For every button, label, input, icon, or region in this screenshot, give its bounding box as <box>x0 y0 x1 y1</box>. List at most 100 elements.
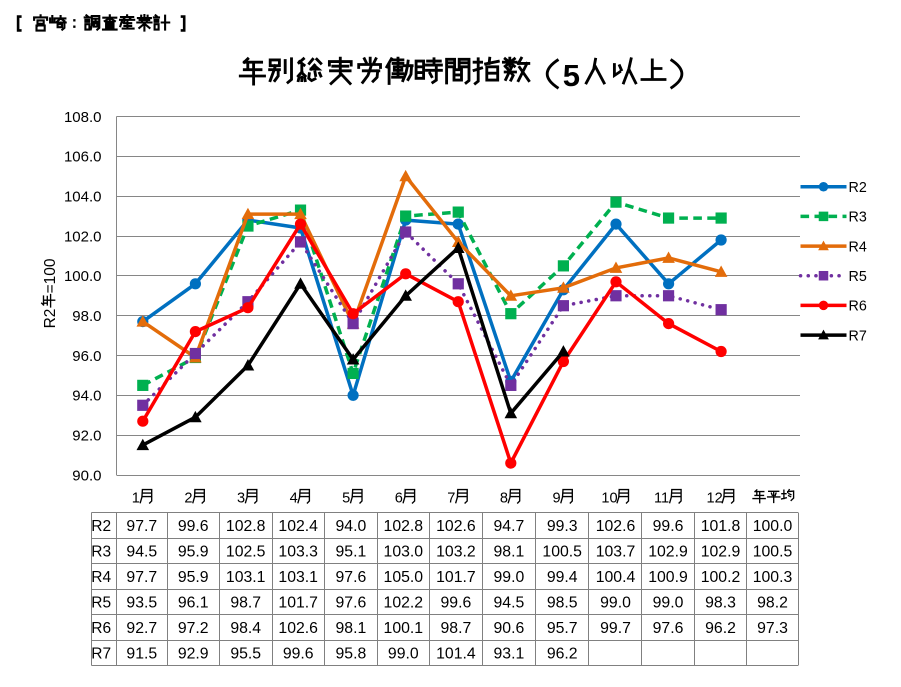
svg-text:99.3: 99.3 <box>547 518 578 535</box>
svg-text:98.3: 98.3 <box>705 595 736 612</box>
svg-text:R5: R5 <box>91 594 111 611</box>
svg-text:100.4: 100.4 <box>596 569 636 586</box>
svg-text:94.0: 94.0 <box>72 388 101 405</box>
svg-text:97.2: 97.2 <box>178 620 209 637</box>
svg-text:R3: R3 <box>849 210 867 226</box>
svg-text:99.0: 99.0 <box>600 595 631 612</box>
svg-text:104.0: 104.0 <box>64 189 102 206</box>
svg-text:102.9: 102.9 <box>648 544 688 561</box>
svg-text:R5: R5 <box>849 269 867 285</box>
svg-text:100.1: 100.1 <box>384 620 424 637</box>
svg-text:102.4: 102.4 <box>278 518 318 535</box>
svg-text:98.1: 98.1 <box>494 544 525 561</box>
svg-text:R4: R4 <box>849 239 867 255</box>
svg-text:98.0: 98.0 <box>72 308 101 325</box>
svg-text:90.6: 90.6 <box>494 620 525 637</box>
svg-text:97.7: 97.7 <box>126 569 157 586</box>
svg-text:102.6: 102.6 <box>596 518 636 535</box>
svg-text:R2: R2 <box>42 309 59 329</box>
svg-text:103.7: 103.7 <box>596 544 636 561</box>
svg-text:R3: R3 <box>91 543 111 560</box>
svg-text:100.5: 100.5 <box>753 544 793 561</box>
svg-text:95.8: 95.8 <box>336 646 367 663</box>
svg-text:R6: R6 <box>849 299 867 315</box>
svg-text:R4: R4 <box>91 569 111 586</box>
svg-text:100.9: 100.9 <box>648 569 688 586</box>
svg-text:99.6: 99.6 <box>653 518 684 535</box>
svg-text:94.7: 94.7 <box>494 518 525 535</box>
svg-text:6: 6 <box>395 491 403 507</box>
svg-text:100.5: 100.5 <box>542 544 582 561</box>
svg-text:103.2: 103.2 <box>436 544 476 561</box>
svg-text:100.0: 100.0 <box>753 518 793 535</box>
svg-text:10: 10 <box>601 491 617 507</box>
svg-text:102.8: 102.8 <box>384 518 424 535</box>
svg-text:96.0: 96.0 <box>72 348 101 365</box>
svg-text:101.4: 101.4 <box>436 646 476 663</box>
svg-text:92.9: 92.9 <box>178 646 209 663</box>
svg-text:94.5: 94.5 <box>494 595 525 612</box>
svg-text:92.7: 92.7 <box>126 620 157 637</box>
svg-text:95.5: 95.5 <box>230 646 261 663</box>
svg-text:2: 2 <box>184 491 192 507</box>
svg-text:97.6: 97.6 <box>336 595 367 612</box>
svg-text:R2: R2 <box>849 180 867 196</box>
svg-text:97.6: 97.6 <box>336 569 367 586</box>
svg-text:98.1: 98.1 <box>336 620 367 637</box>
svg-text:100.3: 100.3 <box>753 569 793 586</box>
svg-text:96.2: 96.2 <box>705 620 736 637</box>
svg-text:3: 3 <box>237 491 245 507</box>
svg-text:99.6: 99.6 <box>441 595 472 612</box>
svg-text:102.0: 102.0 <box>64 228 102 245</box>
svg-text:103.3: 103.3 <box>278 544 318 561</box>
svg-text:95.9: 95.9 <box>178 569 209 586</box>
svg-text:96.1: 96.1 <box>178 595 209 612</box>
svg-text:95.7: 95.7 <box>547 620 578 637</box>
svg-text:98.2: 98.2 <box>757 595 788 612</box>
svg-text:97.3: 97.3 <box>757 620 788 637</box>
svg-text:91.5: 91.5 <box>126 646 157 663</box>
svg-text:92.0: 92.0 <box>72 428 101 445</box>
svg-text:101.7: 101.7 <box>278 595 318 612</box>
svg-text:R6: R6 <box>91 620 111 637</box>
svg-text:99.7: 99.7 <box>600 620 631 637</box>
svg-text:96.2: 96.2 <box>547 646 578 663</box>
svg-text:98.5: 98.5 <box>547 595 578 612</box>
svg-text:102.9: 102.9 <box>701 544 741 561</box>
svg-text:102.2: 102.2 <box>384 595 424 612</box>
svg-text:103.0: 103.0 <box>384 544 424 561</box>
svg-text:102.6: 102.6 <box>278 620 318 637</box>
svg-text:103.1: 103.1 <box>226 569 266 586</box>
svg-text:99.6: 99.6 <box>178 518 209 535</box>
svg-text:99.4: 99.4 <box>547 569 578 586</box>
svg-text:7: 7 <box>447 491 455 507</box>
svg-text:98.7: 98.7 <box>441 620 472 637</box>
svg-text:101.8: 101.8 <box>701 518 741 535</box>
svg-text:98.7: 98.7 <box>230 595 261 612</box>
svg-text:99.6: 99.6 <box>283 646 314 663</box>
svg-text:99.0: 99.0 <box>388 646 419 663</box>
svg-text:100.0: 100.0 <box>64 268 102 285</box>
svg-text:103.1: 103.1 <box>278 569 318 586</box>
svg-text:93.1: 93.1 <box>494 646 525 663</box>
svg-text:98.4: 98.4 <box>230 620 261 637</box>
svg-text:9: 9 <box>553 491 561 507</box>
svg-text:100.2: 100.2 <box>701 569 741 586</box>
svg-text:11: 11 <box>654 491 669 507</box>
svg-text:93.5: 93.5 <box>126 595 157 612</box>
svg-text:90.0: 90.0 <box>72 467 101 484</box>
svg-text:99.0: 99.0 <box>653 595 684 612</box>
svg-text:101.7: 101.7 <box>436 569 476 586</box>
svg-text:1: 1 <box>132 491 140 507</box>
svg-text:4: 4 <box>290 491 298 507</box>
svg-text:102.6: 102.6 <box>436 518 476 535</box>
svg-text:5: 5 <box>563 58 580 93</box>
svg-text:95.9: 95.9 <box>178 544 209 561</box>
svg-text:106.0: 106.0 <box>64 149 102 166</box>
svg-text:95.1: 95.1 <box>336 544 367 561</box>
svg-text:12: 12 <box>707 491 723 507</box>
svg-text:108.0: 108.0 <box>64 109 102 126</box>
svg-text:105.0: 105.0 <box>384 569 424 586</box>
svg-text:99.0: 99.0 <box>494 569 525 586</box>
svg-text:94.0: 94.0 <box>336 518 367 535</box>
